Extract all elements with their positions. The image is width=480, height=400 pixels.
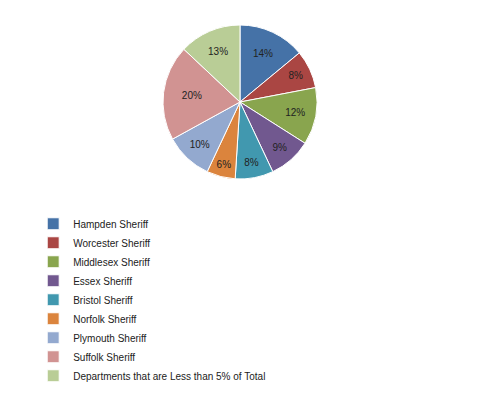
svg-text:10%: 10%: [190, 139, 210, 150]
svg-text:Norfolk Sheriff: Norfolk Sheriff: [73, 314, 136, 325]
svg-text:9%: 9%: [273, 142, 288, 153]
svg-text:Middlesex Sheriff: Middlesex Sheriff: [73, 257, 150, 268]
svg-text:Hampden Sheriff: Hampden Sheriff: [73, 219, 148, 230]
svg-text:6%: 6%: [217, 159, 232, 170]
svg-text:Suffolk Sheriff: Suffolk Sheriff: [73, 352, 135, 363]
svg-text:Bristol Sheriff: Bristol Sheriff: [73, 295, 133, 306]
svg-text:12%: 12%: [285, 107, 305, 118]
svg-text:8%: 8%: [289, 70, 304, 81]
svg-text:Plymouth Sheriff: Plymouth Sheriff: [73, 333, 146, 344]
svg-text:Essex Sheriff: Essex Sheriff: [73, 276, 132, 287]
svg-text:8%: 8%: [244, 157, 259, 168]
svg-text:Worcester Sheriff: Worcester Sheriff: [73, 238, 150, 249]
svg-text:14%: 14%: [253, 48, 273, 59]
svg-text:Departments that are Less than: Departments that are Less than 5% of Tot…: [73, 371, 265, 382]
svg-text:13%: 13%: [208, 46, 228, 57]
svg-text:20%: 20%: [182, 90, 202, 101]
